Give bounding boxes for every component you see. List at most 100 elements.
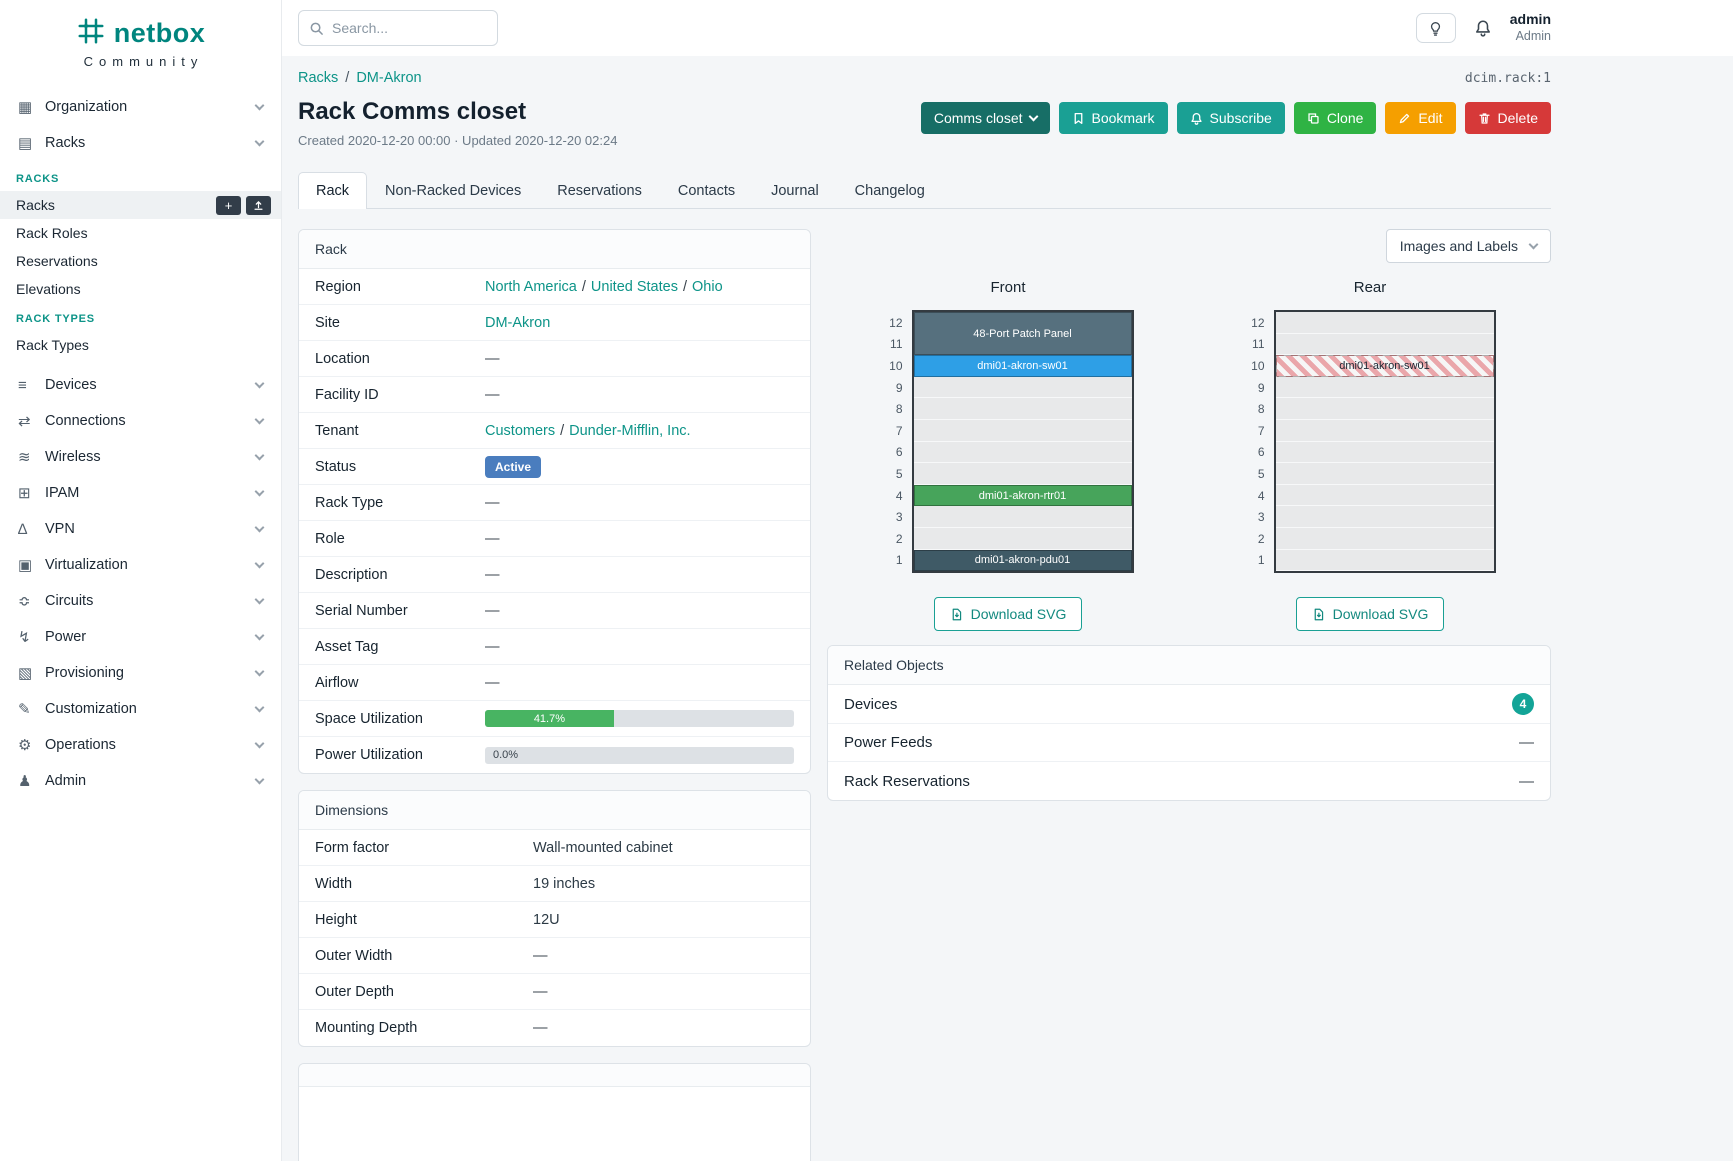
pencil-icon [1400,113,1410,123]
detail-row-width: Width 19 inches [299,866,810,902]
add-rack-button[interactable]: + [216,195,241,215]
breadcrumb-link-racks[interactable]: Racks [298,70,339,86]
rack-device[interactable]: dmi01-akron-sw01 [1275,355,1494,377]
empty-unit [1275,549,1494,572]
tab-journal[interactable]: Journal [771,183,819,199]
sidebar-item-elevations[interactable]: Elevations [16,281,81,297]
power-utilization-bar: 0.0% [485,746,794,764]
devices-count-badge[interactable]: 4 [1512,693,1534,716]
tenant-group-link[interactable]: Customers [485,422,556,439]
topbar: admin Admin [282,0,1733,56]
unit-number: 9 [1257,380,1265,395]
sidebar-item-wireless[interactable]: ≋ Wireless [0,439,281,475]
clone-button[interactable]: Clone [1293,102,1377,134]
sidebar-item-racks[interactable]: ▤ Racks [0,125,281,161]
unit-number: 3 [1257,510,1265,525]
chevron-down-icon [254,702,265,713]
region-link[interactable]: United States [590,278,678,295]
chevron-down-icon [254,774,265,785]
bookmark-button[interactable]: Bookmark [1058,102,1168,134]
brand-name: netbox [113,18,206,48]
chevron-down-icon [1028,111,1038,122]
rack-device[interactable]: 48-Port Patch Panel [913,312,1132,356]
breadcrumb-link-site[interactable]: DM-Akron [356,70,422,86]
theme-toggle-button[interactable] [1415,13,1456,43]
sidebar-item-admin[interactable]: ♟ Admin [0,763,281,799]
tab-bar: Rack Non-Racked Devices Reservations Con… [298,172,1551,209]
site-link[interactable]: DM-Akron [485,314,551,331]
related-row-rack-reservations[interactable]: Rack Reservations — [844,772,1534,790]
sidebar-item-vpn[interactable]: ∆ VPN [0,511,281,547]
sidebar-item-reservations[interactable]: Reservations [16,253,98,269]
chevron-down-icon [254,136,265,147]
search-input[interactable] [332,20,487,36]
sidebar-item-ipam[interactable]: ⊞ IPAM [0,475,281,511]
rack-elevations: Front 12 11 10 9 8 7 6 5 4 3 2 1 48-Port Patch Pane… [827,279,1551,632]
tab-rack[interactable]: Rack [298,172,368,209]
organization-icon: ▦ [18,99,33,116]
circuits-icon: ≎ [18,593,31,610]
unit-number: 4 [895,488,903,503]
sidebar-item-virtualization[interactable]: ▣ Virtualization [0,547,281,583]
sidebar-item-power[interactable]: ↯ Power [0,619,281,655]
rack-device[interactable]: dmi01-akron-rtr01 [913,484,1132,507]
notifications-button[interactable] [1474,19,1492,37]
bookmark-icon [1074,112,1082,124]
page-title: Rack Comms closet [298,98,527,125]
chevron-down-icon [254,666,265,677]
sidebar-item-customization[interactable]: ✎ Customization [0,691,281,727]
import-racks-button[interactable] [246,195,271,215]
sidebar-item-organization[interactable]: ▦ Organization [0,89,281,125]
unit-number: 10 [1251,358,1265,373]
wireless-icon: ≋ [18,449,31,466]
power-icon: ↯ [18,629,31,646]
tenant-link[interactable]: Dunder-Mifflin, Inc. [569,422,691,439]
user-menu[interactable]: admin Admin [1510,11,1551,44]
sidebar-item-circuits[interactable]: ≎ Circuits [0,583,281,619]
chevron-down-icon [254,558,265,569]
edit-button[interactable]: Edit [1385,102,1456,134]
download-svg-front-button[interactable]: Download SVG [933,597,1083,632]
devices-icon: ≡ [18,376,27,394]
view-selector-button[interactable]: Comms closet [920,102,1050,134]
chevron-down-icon [1528,239,1539,250]
related-row-power-feeds[interactable]: Power Feeds — [828,724,1550,763]
related-row-devices[interactable]: Devices 4 [828,685,1550,725]
sidebar-item-devices[interactable]: ≡ Devices [0,367,281,403]
related-objects-card: Related Objects Devices 4 Power Feeds — … [827,645,1551,802]
tab-reservations[interactable]: Reservations [557,183,642,199]
unit-numbers: 12 11 10 9 8 7 6 5 4 3 2 1 [1245,310,1265,573]
detail-row-location: Location — [299,341,810,377]
download-svg-rear-button[interactable]: Download SVG [1295,597,1445,632]
region-link[interactable]: North America [485,278,577,295]
rack-device[interactable]: dmi01-akron-pdu01 [913,549,1132,572]
empty-unit [1275,441,1494,464]
sidebar-item-provisioning[interactable]: ▧ Provisioning [0,655,281,691]
sidebar-item-rack-types[interactable]: Rack Types [16,337,89,353]
sidebar-item-rack-roles[interactable]: Rack Roles [16,225,88,241]
sidebar-item-racks-list[interactable]: Racks + [0,191,281,219]
subscribe-button[interactable]: Subscribe [1176,102,1285,134]
sidebar-item-operations[interactable]: ⚙ Operations [0,727,281,763]
chevron-down-icon [254,486,265,497]
netbox-logo[interactable]: netbox [0,16,281,51]
empty-unit [1275,376,1494,399]
search-icon [310,22,323,35]
detail-row-airflow: Airflow — [299,665,810,701]
delete-button[interactable]: Delete [1464,102,1551,134]
tab-non-racked-devices[interactable]: Non-Racked Devices [385,183,522,199]
elevation-display-select[interactable]: Images and Labels [1385,229,1551,263]
unit-number: 6 [1257,445,1265,460]
tab-changelog[interactable]: Changelog [854,183,925,199]
search-input-wrap [298,10,498,46]
chevron-down-icon [254,100,265,111]
region-link[interactable]: Ohio [692,278,723,295]
tab-contacts[interactable]: Contacts [677,183,736,199]
empty-unit [913,398,1132,420]
netbox-logo-icon [76,16,106,51]
chevron-down-icon [254,594,265,605]
unit-number: 4 [1257,488,1265,503]
rack-device[interactable]: dmi01-akron-sw01 [913,355,1132,377]
sidebar-item-connections[interactable]: ⇄ Connections [0,403,281,439]
